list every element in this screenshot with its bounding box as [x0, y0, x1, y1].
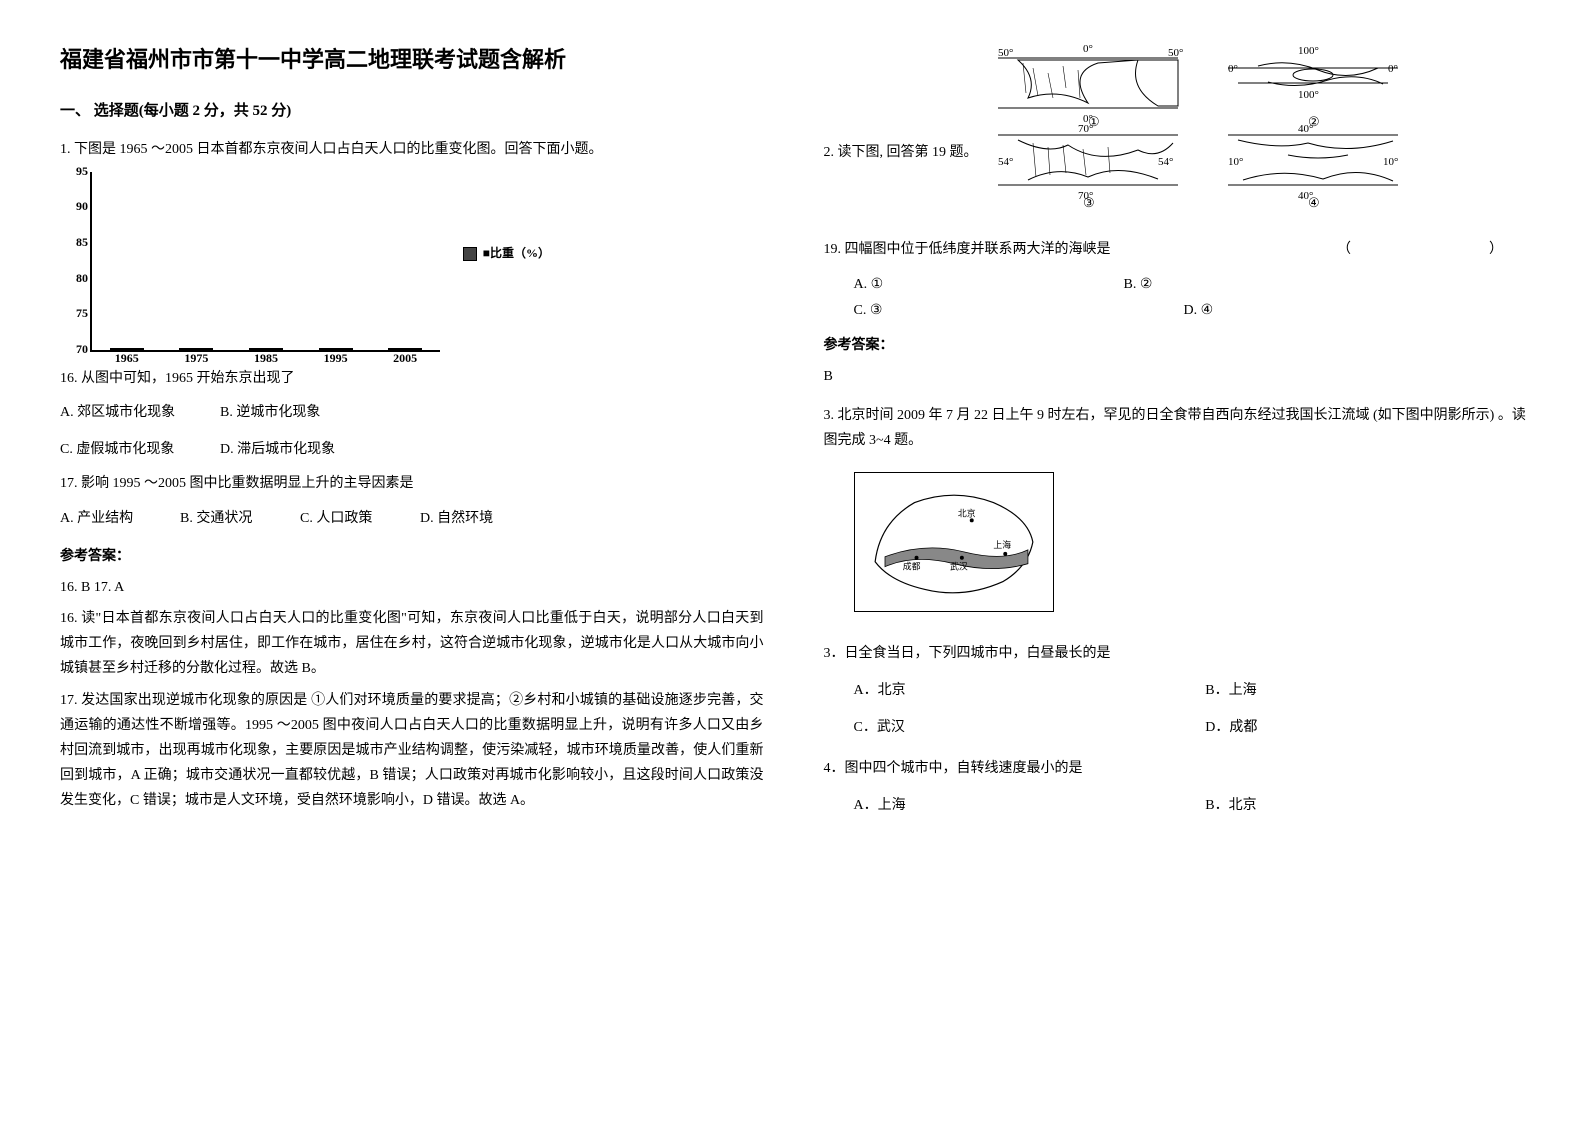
svg-text:0°: 0° — [1228, 63, 1238, 75]
q19-opt-a: A. ① — [824, 272, 1124, 297]
q17-opt-d: D. 自然环境 — [420, 503, 540, 534]
x-label: 1975 — [162, 348, 232, 370]
q3-opt-b: B．上海 — [1175, 672, 1527, 709]
four-strait-maps: 50° 50° 0° 0° ① 100° 0° 0° — [988, 40, 1408, 219]
svg-text:10°: 10° — [1383, 156, 1398, 168]
svg-text:成都: 成都 — [902, 560, 920, 571]
svg-text:北京: 北京 — [957, 507, 975, 518]
q17-opt-c: C. 人口政策 — [300, 503, 420, 534]
q4-opt-a: A．上海 — [824, 787, 1176, 824]
y-tick: 85 — [62, 232, 88, 254]
svg-text:70°: 70° — [1078, 123, 1093, 135]
q3-opt-d: D．成都 — [1175, 709, 1527, 746]
answer-heading-1: 参考答案： — [60, 544, 764, 569]
y-tick: 75 — [62, 303, 88, 325]
svg-text:50°: 50° — [1168, 47, 1183, 59]
q16-opt-a: A. 郊区城市化现象 — [60, 397, 220, 428]
svg-text:上海: 上海 — [993, 538, 1011, 549]
explain-16: 16. 读"日本首都东京夜间人口占白天人口的比重变化图"可知，东京夜间人口比重低… — [60, 606, 764, 682]
q4-opt-b: B．北京 — [1175, 787, 1527, 824]
q16-opt-b: B. 逆城市化现象 — [220, 397, 380, 428]
q3-stem: 3．日全食当日，下列四城市中，白昼最长的是 — [824, 641, 1528, 666]
answer-heading-2: 参考答案： — [824, 333, 1528, 358]
q19-opt-b: B. ② — [1124, 272, 1153, 297]
y-tick: 70 — [62, 339, 88, 361]
q19-stem: 19. 四幅图中位于低纬度并联系两大洋的海峡是 — [824, 237, 1111, 262]
y-tick: 95 — [62, 161, 88, 183]
svg-text:100°: 100° — [1298, 89, 1319, 101]
svg-text:40°: 40° — [1298, 123, 1313, 135]
svg-text:10°: 10° — [1228, 156, 1243, 168]
answer-2: B — [824, 364, 1528, 389]
q17-opt-a: A. 产业结构 — [60, 503, 180, 534]
y-tick: 80 — [62, 268, 88, 290]
china-map: 北京 成都 武汉 上海 — [824, 462, 1528, 635]
page-title: 福建省福州市市第十一中学高二地理联考试题含解析 — [60, 40, 764, 80]
q16-opt-d: D. 滞后城市化现象 — [220, 434, 380, 465]
chart-tokyo-ratio: 19651975198519952005 ■比重（%） 707580859095 — [60, 172, 764, 352]
x-label: 1985 — [231, 348, 301, 370]
x-label: 1965 — [92, 348, 162, 370]
svg-text:100°: 100° — [1298, 45, 1319, 57]
svg-text:0°: 0° — [1388, 63, 1398, 75]
q19-opt-c: C. ③ — [824, 298, 1124, 323]
svg-text:0°: 0° — [1083, 43, 1093, 55]
svg-text:54°: 54° — [1158, 156, 1173, 168]
explain-17: 17. 发达国家出现逆城市化现象的原因是 ①人们对环境质量的要求提高；②乡村和小… — [60, 688, 764, 814]
x-label: 1995 — [301, 348, 371, 370]
q3-opt-c: C．武汉 — [824, 709, 1176, 746]
q4-stem: 4．图中四个城市中，自转线速度最小的是 — [824, 756, 1528, 781]
legend-label: ■比重（%） — [483, 243, 550, 265]
section-head: 一、 选择题(每小题 2 分，共 52 分) — [60, 98, 764, 125]
q19-paren: （ ） — [1337, 237, 1527, 262]
svg-text:③: ③ — [1083, 195, 1095, 210]
q19-opt-d: D. ④ — [1124, 298, 1214, 323]
answer-line-1: 16. B 17. A — [60, 575, 764, 600]
chart-legend: ■比重（%） — [463, 243, 550, 265]
svg-text:武汉: 武汉 — [950, 560, 968, 571]
q1-intro: 1. 下图是 1965 ～2005 日本首都东京夜间人口占白天人口的比重变化图。… — [60, 137, 764, 162]
svg-text:54°: 54° — [998, 156, 1013, 168]
q16-opt-c: C. 虚假城市化现象 — [60, 434, 220, 465]
q3-intro: 3. 北京时间 2009 年 7 月 22 日上午 9 时左右，罕见的日全食带自… — [824, 403, 1528, 453]
q17-stem: 17. 影响 1995 ～2005 图中比重数据明显上升的主导因素是 — [60, 471, 764, 496]
y-tick: 90 — [62, 197, 88, 219]
svg-text:④: ④ — [1308, 195, 1320, 210]
q17-opt-b: B. 交通状况 — [180, 503, 300, 534]
svg-text:50°: 50° — [998, 47, 1013, 59]
q2-intro: 2. 读下图, 回答第 19 题。 — [824, 40, 978, 165]
x-label: 2005 — [370, 348, 440, 370]
q3-opt-a: A．北京 — [824, 672, 1176, 709]
